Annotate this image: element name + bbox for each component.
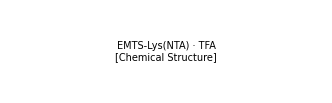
Text: EMTS-Lys(NTA) · TFA
[Chemical Structure]: EMTS-Lys(NTA) · TFA [Chemical Structure] bbox=[115, 41, 217, 62]
